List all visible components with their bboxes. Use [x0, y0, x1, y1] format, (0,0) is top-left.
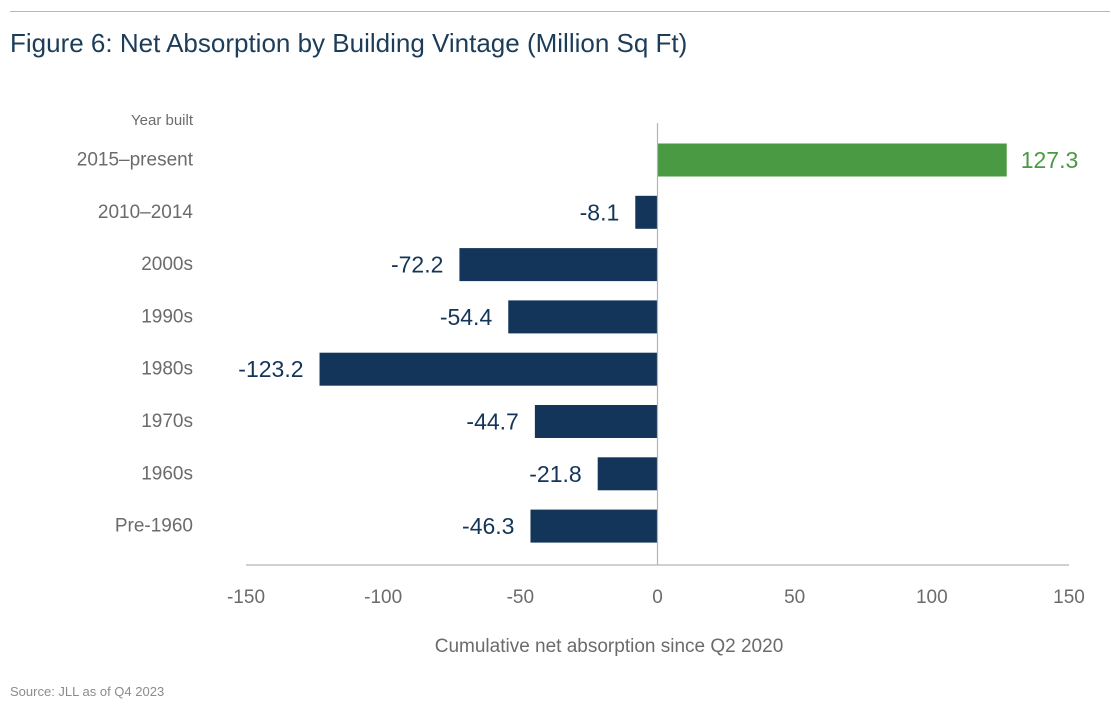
category-label: 1970s: [141, 411, 193, 432]
data-label: -21.8: [529, 461, 581, 487]
bar: [319, 352, 658, 386]
data-label: -72.2: [391, 252, 443, 278]
tick-label: -50: [507, 587, 534, 608]
source-note: Source: JLL as of Q4 2023: [10, 684, 165, 699]
category-axis-label: Year built: [131, 112, 194, 129]
category-label: 1960s: [141, 463, 193, 484]
value-labels: 127.3 -8.1 -72.2 -54.4 -123.2 -44.7 -21.8 -46.3: [238, 147, 1078, 539]
bar: [508, 300, 658, 334]
category-label: 2010–2014: [98, 202, 194, 223]
category-labels: 2015–present 2010–2014 2000s 1990s 1980s 1970…: [77, 150, 194, 537]
category-label: 1990s: [141, 306, 193, 327]
bar: [597, 457, 658, 491]
data-label: -46.3: [462, 513, 514, 539]
data-label: -44.7: [466, 409, 518, 435]
top-rule: [10, 11, 1110, 12]
tick-label: -100: [364, 587, 402, 608]
category-label: 2000s: [141, 254, 193, 275]
data-label: -123.2: [238, 356, 303, 382]
data-label: 127.3: [1021, 147, 1079, 173]
category-label: Pre-1960: [115, 516, 193, 537]
bars-group: [319, 143, 1007, 543]
bar: [530, 509, 658, 543]
category-label: 1980s: [141, 359, 193, 380]
bar: [657, 143, 1007, 177]
tick-label: 50: [784, 587, 805, 608]
bar: [534, 405, 658, 438]
data-label: -54.4: [440, 304, 493, 330]
x-axis-label: Cumulative net absorption since Q2 2020: [435, 636, 784, 657]
tick-label: 0: [652, 587, 663, 608]
bar: [635, 195, 658, 229]
bar: [459, 248, 658, 282]
tick-label: 100: [916, 587, 948, 608]
category-label: 2015–present: [77, 150, 194, 171]
chart-title: Figure 6: Net Absorption by Building Vin…: [10, 28, 688, 58]
tick-labels: -150 -100 -50 0 50 100 150: [227, 587, 1085, 608]
tick-label: 150: [1053, 587, 1085, 608]
data-label: -8.1: [580, 199, 620, 225]
tick-label: -150: [227, 587, 265, 608]
